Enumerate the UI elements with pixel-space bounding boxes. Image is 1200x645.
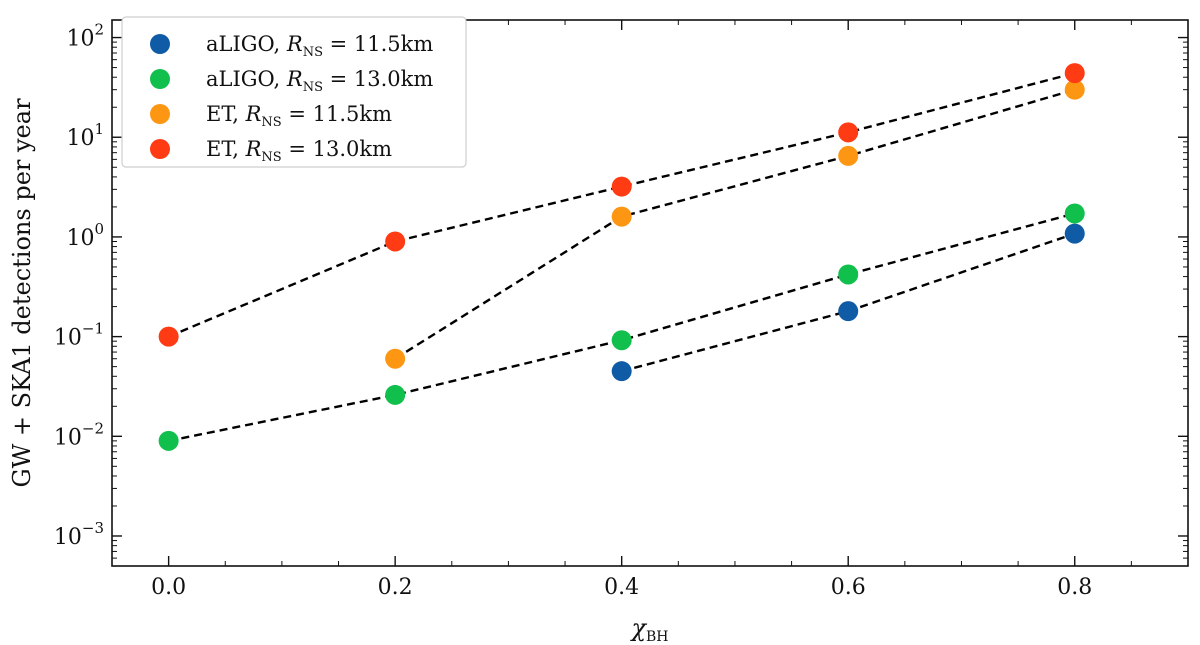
y-tick-label: 100: [66, 220, 104, 251]
legend-marker: [150, 104, 170, 124]
y-tick-label: 102: [66, 21, 104, 52]
legend-marker: [150, 69, 170, 89]
x-axis-label: χBH: [629, 614, 668, 645]
y-tick-label: 10−3: [54, 519, 104, 550]
data-point-series-0: [611, 361, 632, 382]
plot-frame: [111, 19, 1189, 567]
legend: aLIGO, RNS = 11.5km aLIGO, RNS = 13.0km ET…: [121, 16, 467, 168]
data-point-series-3: [385, 231, 406, 252]
data-point-series-3: [611, 176, 632, 197]
legend-label: ET, RNS = 11.5km: [206, 102, 392, 130]
y-tick-label: 10−1: [54, 320, 104, 351]
legend-marker: [150, 139, 170, 159]
data-point-series-2: [385, 348, 406, 369]
series-line-3: [168, 71, 1076, 338]
data-point-series-3: [158, 326, 179, 347]
series-line-1: [168, 212, 1076, 443]
legend-marker: [150, 34, 170, 54]
legend-label: aLIGO, RNS = 11.5km: [206, 32, 433, 60]
data-point-series-1: [838, 264, 859, 285]
data-point-series-1: [1064, 203, 1085, 224]
data-point-series-0: [1064, 223, 1085, 244]
data-point-series-2: [1064, 79, 1085, 100]
x-tick-label: 0.8: [1057, 575, 1092, 600]
legend-label: aLIGO, RNS = 13.0km: [206, 67, 433, 95]
data-point-series-2: [611, 206, 632, 227]
x-tick-label: 0.6: [831, 575, 866, 600]
x-tick-label: 0.0: [151, 575, 186, 600]
series-points: [158, 63, 1085, 451]
data-point-series-2: [838, 145, 859, 166]
data-point-series-1: [385, 384, 406, 405]
minor-ticks: [112, 20, 1188, 566]
y-tick-label: 10−2: [54, 419, 104, 450]
y-axis-label: GW + SKA1 detections per year: [8, 98, 36, 488]
data-point-series-3: [838, 122, 859, 143]
x-axis: 0.0 0.2 0.4 0.6 0.8: [151, 20, 1092, 600]
legend-label: ET, RNS = 13.0km: [206, 137, 392, 165]
y-axis: 10−3 10−2 10−1 100 101 102: [54, 21, 1188, 550]
series-line-2: [394, 88, 1076, 360]
legend-box: [121, 16, 467, 168]
data-point-series-1: [611, 330, 632, 351]
x-tick-label: 0.4: [604, 575, 639, 600]
data-point-series-1: [158, 430, 179, 451]
data-point-series-0: [838, 301, 859, 322]
data-point-series-3: [1064, 63, 1085, 84]
x-tick-label: 0.2: [378, 575, 413, 600]
y-tick-label: 101: [66, 120, 104, 151]
